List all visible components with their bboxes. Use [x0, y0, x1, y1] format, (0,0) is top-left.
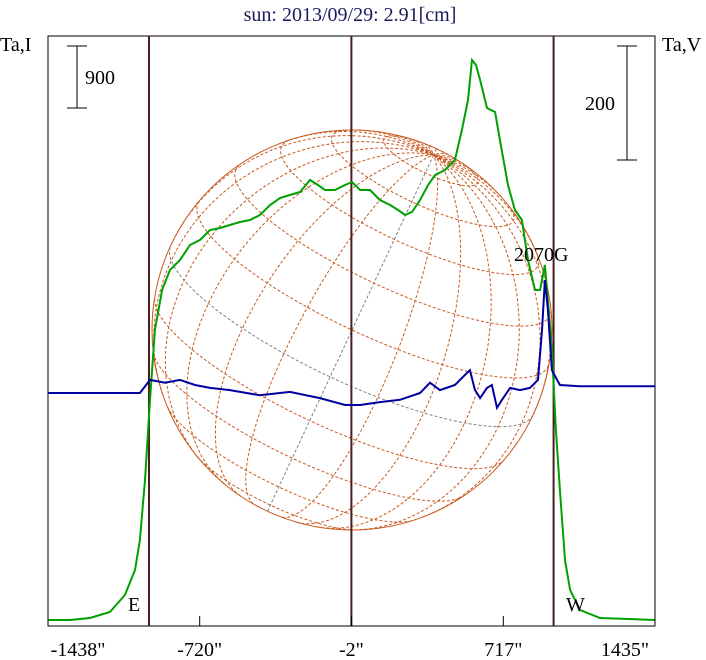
longitude-line	[433, 154, 502, 197]
longitude-line	[358, 129, 434, 156]
latitude-line	[330, 129, 515, 228]
x-tick-label: 1435"	[601, 639, 649, 660]
sun-disk-grid	[151, 129, 553, 531]
latitude-line	[167, 406, 412, 523]
latitude-line	[196, 201, 550, 379]
longitude-line	[153, 141, 434, 396]
scale-bar-v-label: 200	[585, 93, 615, 115]
longitude-line	[433, 154, 552, 415]
series-i-line	[48, 57, 656, 621]
longitude-line	[282, 154, 439, 519]
latitude-line	[168, 247, 533, 428]
longitude-line	[245, 154, 434, 505]
x-tick-label: -2"	[339, 639, 364, 660]
latitude-line	[234, 165, 552, 327]
series-v-line	[48, 279, 655, 411]
longitude-line	[433, 148, 437, 156]
longitude-line	[394, 134, 434, 156]
longitude-line	[412, 138, 434, 156]
longitude-line	[164, 147, 434, 458]
longitude-line	[433, 154, 460, 162]
scale-bar-i-label: 900	[85, 67, 115, 89]
y-label-left: Ta,I	[0, 34, 31, 56]
chart-title: sun: 2013/09/29: 2.91[cm]	[244, 4, 457, 26]
west-label: W	[566, 594, 585, 616]
y-label-right: Ta,V	[662, 34, 702, 56]
longitude-line	[354, 154, 520, 531]
x-tick-label: 717"	[484, 639, 522, 660]
longitude-line	[433, 152, 449, 156]
longitude-line	[267, 154, 435, 512]
annotation-label: 2070G	[514, 244, 568, 266]
longitude-line	[316, 154, 492, 529]
longitude-line	[186, 152, 434, 485]
x-tick-label: -1438"	[51, 639, 106, 660]
longitude-line	[214, 154, 434, 497]
east-label: E	[128, 594, 140, 616]
latitude-line	[152, 352, 463, 502]
longitude-line	[423, 143, 435, 156]
latitude-line	[154, 298, 504, 470]
longitude-line	[170, 135, 434, 246]
longitude-line	[423, 154, 541, 518]
longitude-line	[296, 154, 462, 525]
x-tick-label: -720"	[177, 639, 222, 660]
latitude-line	[196, 456, 355, 531]
